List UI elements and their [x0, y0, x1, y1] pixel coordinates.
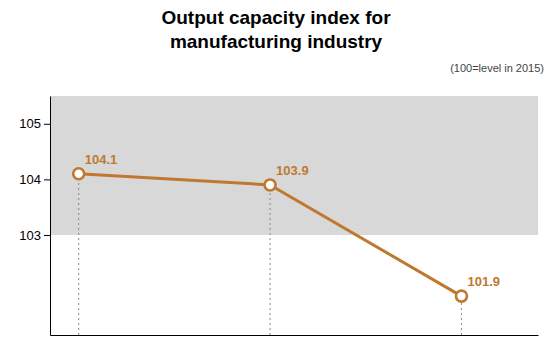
- y-tick-mark: [44, 179, 50, 180]
- y-tick-label: 103: [19, 228, 41, 243]
- drop-line: [78, 174, 79, 335]
- band: [50, 96, 538, 235]
- title: Output capacity index for manufacturing i…: [161, 7, 391, 52]
- data-label: 101.9: [467, 274, 500, 289]
- marker: [73, 168, 84, 179]
- title-line: Output capacity index for: [161, 7, 391, 28]
- y-tick-label: 105: [19, 116, 41, 131]
- y-axis: 103 104 105: [19, 97, 50, 336]
- x-axis-line: [51, 335, 539, 336]
- marks: [50, 96, 538, 335]
- data-label: 104.1: [85, 152, 118, 167]
- drop-line: [270, 185, 271, 335]
- y-tick: 103: [19, 228, 50, 243]
- x-axis: [51, 335, 539, 336]
- marker: [265, 179, 276, 190]
- y-tick-label: 104: [19, 172, 41, 187]
- chart: Output capacity index for manufacturing i…: [0, 0, 552, 345]
- title-line: manufacturing industry: [170, 31, 383, 52]
- subtitle: (100=level in 2015): [450, 62, 544, 74]
- line: [79, 174, 462, 296]
- y-tick-mark: [44, 124, 50, 125]
- plot: 103 104 105 104.1 103.9 101.9: [19, 96, 538, 336]
- y-tick-mark: [44, 235, 50, 236]
- marker: [456, 291, 467, 302]
- data-label: 103.9: [276, 163, 309, 178]
- y-tick: 105: [19, 116, 50, 131]
- y-tick: 104: [19, 172, 50, 187]
- y-axis-line: [50, 97, 51, 336]
